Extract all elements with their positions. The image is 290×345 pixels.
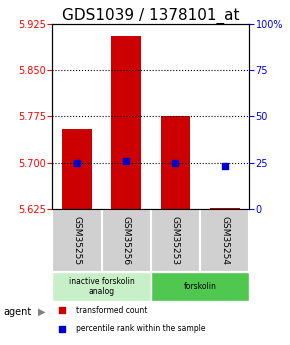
Bar (62, 129, 92, 209)
FancyBboxPatch shape (151, 272, 249, 301)
Text: GSM35255: GSM35255 (72, 216, 81, 265)
FancyBboxPatch shape (151, 209, 200, 272)
Text: GSM35256: GSM35256 (122, 216, 131, 265)
Text: GSM35254: GSM35254 (220, 216, 229, 265)
Bar (111, 37, 141, 209)
Text: transformed count: transformed count (76, 306, 147, 315)
Text: GSM35253: GSM35253 (171, 216, 180, 265)
FancyBboxPatch shape (52, 272, 151, 301)
FancyBboxPatch shape (52, 209, 102, 272)
Text: ▶: ▶ (38, 307, 45, 317)
Bar (210, 208, 240, 209)
FancyBboxPatch shape (200, 209, 249, 272)
Text: forskolin: forskolin (184, 282, 217, 291)
FancyBboxPatch shape (102, 209, 151, 272)
Text: inactive forskolin
analog: inactive forskolin analog (69, 277, 134, 296)
Bar (161, 117, 190, 209)
Text: agent: agent (3, 307, 31, 317)
Title: GDS1039 / 1378101_at: GDS1039 / 1378101_at (62, 8, 240, 24)
Text: percentile rank within the sample: percentile rank within the sample (76, 324, 205, 333)
